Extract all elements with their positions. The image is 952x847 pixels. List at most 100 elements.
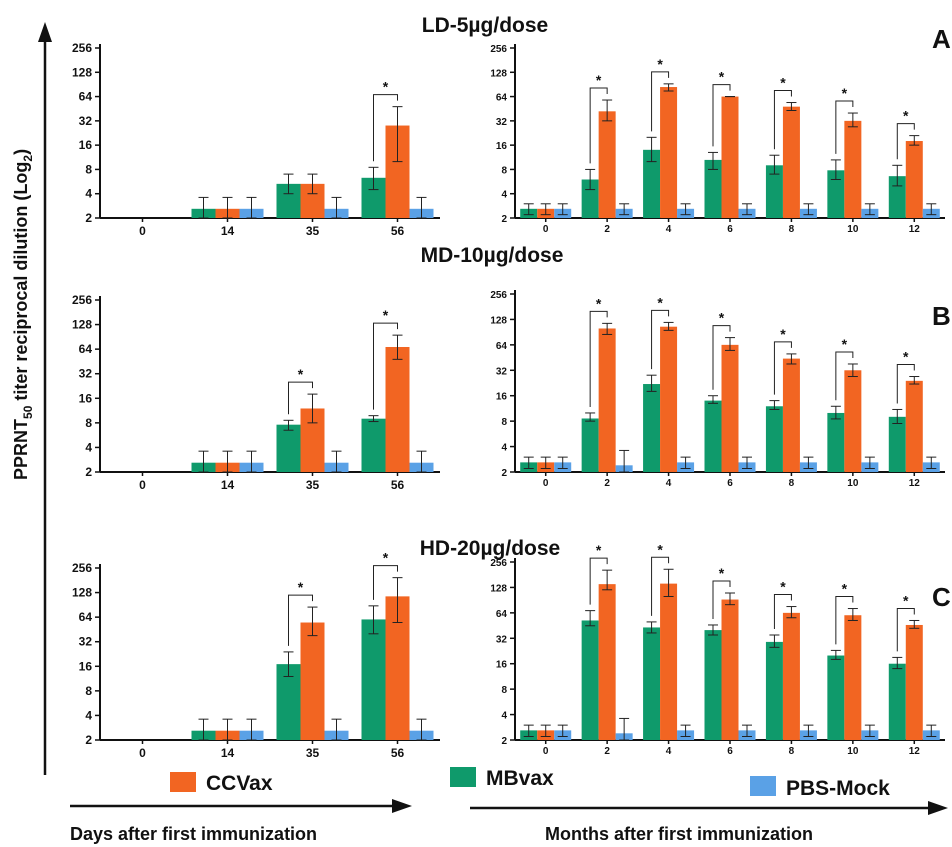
y-tick-label: 64 (79, 342, 93, 356)
x-axis-arrow-left-head (392, 799, 412, 813)
y-axis-arrow-head (38, 22, 52, 42)
significance-star: * (657, 294, 663, 310)
y-tick-label: 2 (501, 468, 507, 479)
y-tick-label: 16 (79, 138, 93, 152)
bar-ccvax (721, 96, 739, 218)
significance-bracket (373, 322, 398, 410)
y-tick-label: 256 (490, 44, 507, 55)
y-tick-label: 64 (496, 609, 508, 620)
x-axis-label-months: Months after first immunization (545, 824, 813, 844)
bar-mbvax (765, 406, 783, 472)
x-tick-label: 0 (139, 224, 146, 238)
x-tick-label: 6 (727, 478, 733, 489)
bar-mbvax (888, 176, 906, 218)
x-tick-label: 8 (789, 224, 795, 235)
y-tick-label: 4 (85, 187, 92, 201)
y-tick-label: 4 (501, 711, 507, 722)
significance-star: * (903, 108, 909, 124)
bar-ccvax (844, 370, 862, 472)
bar-ccvax (905, 141, 923, 218)
y-tick-label: 16 (496, 141, 508, 152)
significance-bracket (288, 381, 313, 415)
significance-star: * (842, 336, 848, 352)
bar-mbvax (643, 149, 661, 218)
x-tick-label: 14 (221, 224, 235, 238)
significance-bracket (712, 84, 731, 147)
y-tick-label: 32 (79, 635, 93, 649)
bar-mbvax (765, 165, 783, 218)
y-tick-label: 8 (501, 417, 507, 428)
x-tick-label: 35 (306, 478, 320, 492)
x-tick-label: 6 (727, 746, 733, 757)
bar-ccvax (782, 612, 800, 740)
y-tick-label: 8 (85, 162, 92, 176)
significance-star: * (657, 541, 663, 557)
y-tick-label: 32 (496, 366, 508, 377)
legend-label-pbs-mock: PBS-Mock (786, 777, 890, 800)
bar-ccvax (782, 106, 800, 218)
chart-panel-2: MD-10µg/dose 2 4 8 16 32 64 128 256 0 14 35 * 56 * (72, 244, 563, 492)
bar-ccvax (660, 583, 678, 740)
significance-bracket (773, 341, 792, 395)
bar-mbvax (704, 159, 722, 218)
significance-bracket (896, 364, 915, 404)
y-tick-label: 64 (496, 93, 508, 104)
y-tick-label: 4 (85, 440, 92, 454)
chart-title: LD-5µg/dose (422, 14, 548, 37)
bar-ccvax (660, 326, 678, 472)
significance-star: * (903, 349, 909, 365)
bar-ccvax (905, 380, 923, 472)
y-tick-label: 64 (496, 341, 508, 352)
y-tick-label: 2 (501, 214, 507, 225)
y-tick-label: 128 (490, 68, 507, 79)
chart-panel-4: HD-20µg/dose 2 4 8 16 32 64 128 256 0 14 35 * 56 * (72, 537, 560, 760)
x-tick-label: 12 (909, 224, 921, 235)
bar-ccvax (844, 615, 862, 740)
panel-letter: C (932, 582, 951, 612)
y-tick-label: 256 (72, 293, 92, 307)
bar-ccvax (721, 599, 739, 740)
x-tick-label: 0 (139, 478, 146, 492)
y-tick-label: 16 (79, 659, 93, 673)
bar-mbvax (361, 619, 386, 740)
x-tick-label: 6 (727, 224, 733, 235)
x-tick-label: 0 (543, 224, 549, 235)
bar-mbvax (276, 424, 301, 472)
significance-star: * (596, 295, 602, 311)
bar-mbvax (581, 620, 599, 740)
x-tick-label: 8 (789, 478, 795, 489)
bar-ccvax (660, 87, 678, 218)
significance-bracket (373, 94, 398, 162)
significance-star: * (719, 69, 725, 85)
significance-bracket (589, 310, 608, 407)
y-tick-label: 32 (496, 634, 508, 645)
x-tick-label: 10 (847, 746, 859, 757)
significance-bracket (835, 596, 854, 645)
bar-ccvax (598, 328, 616, 472)
x-tick-label: 56 (391, 224, 405, 238)
x-tick-label: 10 (847, 224, 859, 235)
significance-star: * (298, 579, 304, 595)
chart-panel-1: A 2 4 8 16 32 64 128 256 0 2 * 4 * 6 * 8 * 10 * 12 * (490, 24, 951, 235)
x-tick-label: 12 (909, 746, 921, 757)
bar-mbvax (581, 418, 599, 472)
significance-bracket (651, 556, 670, 616)
x-tick-label: 10 (847, 478, 859, 489)
bar-mbvax (361, 418, 386, 472)
legend-swatch-pbs-mock (750, 776, 776, 796)
y-tick-label: 8 (85, 684, 92, 698)
x-tick-label: 12 (909, 478, 921, 489)
y-tick-label: 64 (79, 90, 93, 104)
bar-ccvax (300, 622, 325, 740)
y-tick-label: 128 (490, 315, 507, 326)
significance-star: * (903, 592, 909, 608)
bar-mbvax (704, 630, 722, 740)
legend-label-ccvax: CCVax (206, 772, 273, 795)
y-tick-label: 256 (72, 41, 92, 55)
significance-bracket (896, 123, 915, 160)
significance-bracket (651, 71, 670, 132)
x-axis-arrow-right-head (928, 801, 948, 815)
significance-bracket (589, 557, 608, 605)
